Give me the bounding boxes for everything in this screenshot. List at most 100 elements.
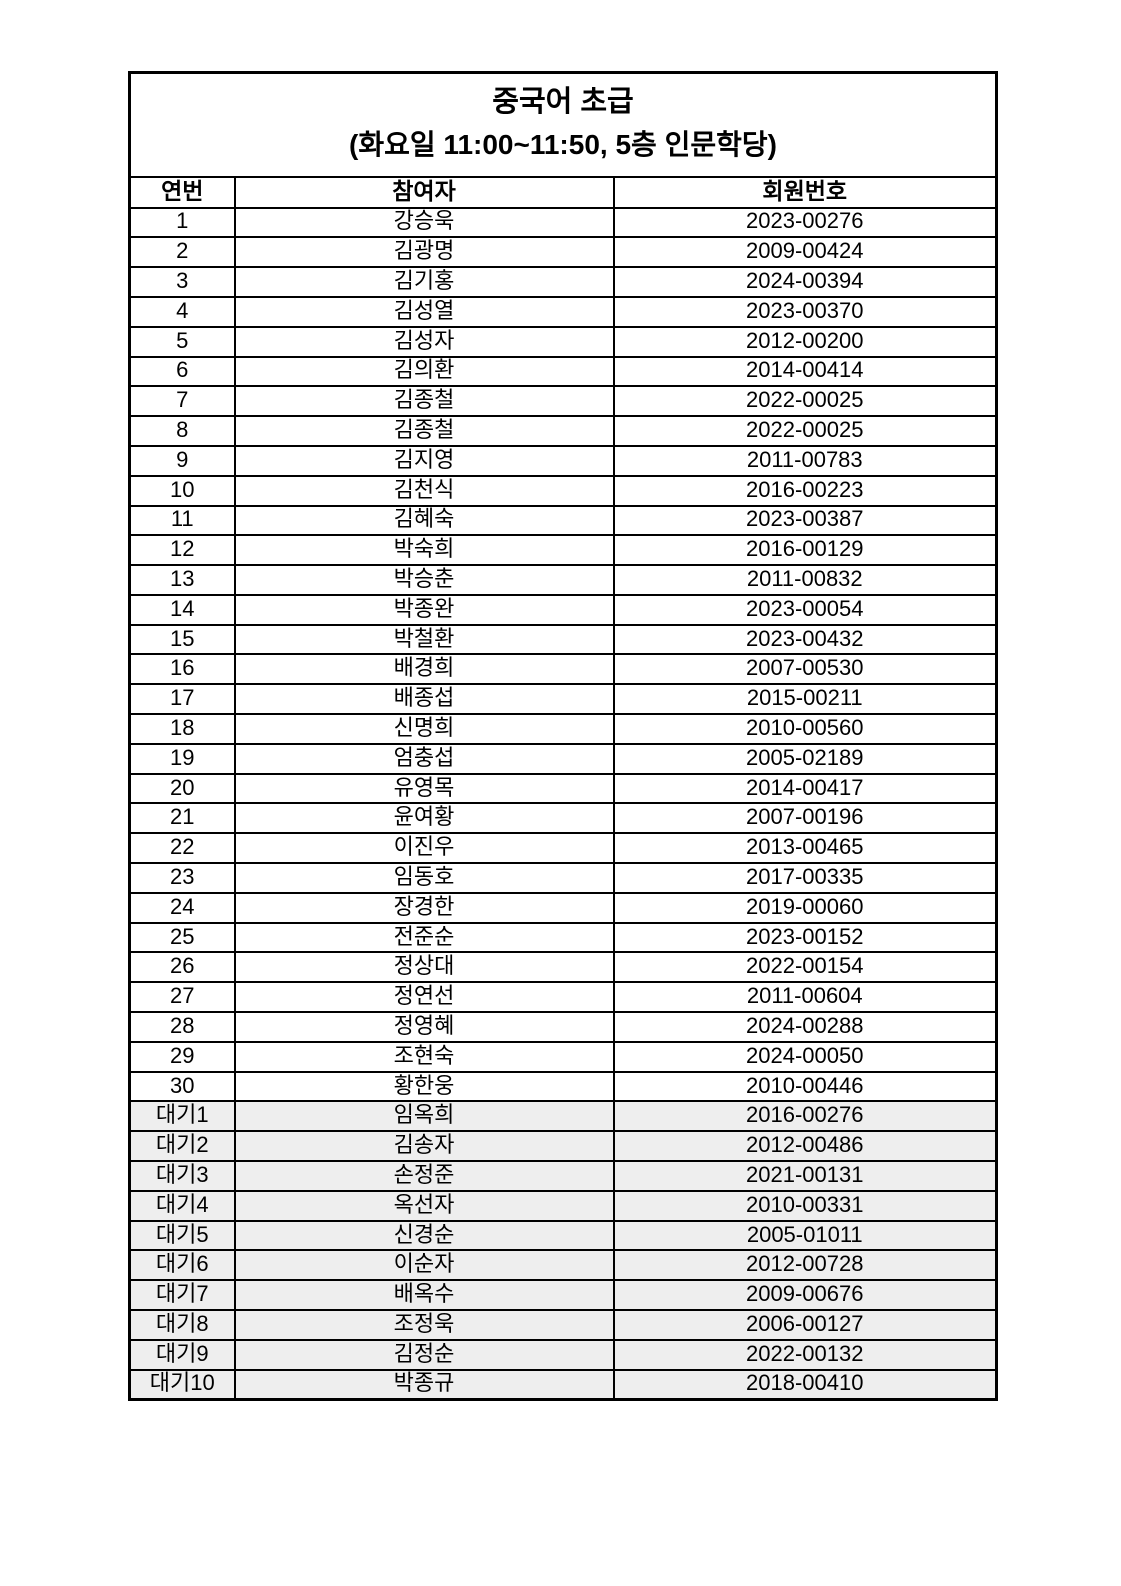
participant-name-cell: 황한웅 (233, 1070, 615, 1103)
member-number-cell: 2023-00054 (612, 593, 998, 626)
participant-name-cell: 조정욱 (233, 1309, 615, 1341)
waitlist-row: 대기8 조정욱 2006-00127 (128, 1309, 998, 1341)
member-number-cell: 2023-00387 (612, 504, 998, 537)
participant-name-cell: 옥선자 (233, 1189, 615, 1222)
participant-name-cell: 이순자 (233, 1249, 615, 1282)
roster-row: 3 김기홍 2024-00394 (128, 266, 998, 298)
participant-name-cell: 정연선 (233, 981, 615, 1014)
roster-row: 10 김천식 2016-00223 (128, 474, 998, 507)
title-cell: 중국어 초급 (화요일 11:00~11:50, 5층 인문학당) (128, 71, 998, 178)
member-number-cell: 2013-00465 (612, 832, 998, 865)
waitlist-row: 대기6 이순자 2012-00728 (128, 1249, 998, 1282)
roster-row: 19 엄충섭 2005-02189 (128, 742, 998, 775)
participant-name-cell: 전준순 (233, 921, 615, 954)
row-number-cell: 대기2 (128, 1130, 236, 1163)
roster-row: 22 이진우 2013-00465 (128, 832, 998, 865)
row-number-cell: 29 (128, 1040, 236, 1073)
member-number-cell: 2024-00288 (612, 1011, 998, 1043)
row-number-cell: 15 (128, 623, 236, 656)
participant-name-cell: 정영혜 (233, 1011, 615, 1043)
participant-name-cell: 김광명 (233, 236, 615, 269)
row-number-cell: 대기1 (128, 1100, 236, 1133)
participant-name-cell: 박종완 (233, 593, 615, 626)
member-number-cell: 2023-00152 (612, 921, 998, 954)
member-number-cell: 2005-02189 (612, 742, 998, 775)
roster-row: 1 강승욱 2023-00276 (128, 206, 998, 239)
waitlist-row: 대기9 김정순 2022-00132 (128, 1338, 998, 1371)
roster-row: 15 박철환 2023-00432 (128, 623, 998, 656)
row-number-cell: 5 (128, 325, 236, 358)
roster-row: 9 김지영 2011-00783 (128, 444, 998, 477)
column-header-participant: 참여자 (233, 175, 615, 209)
roster-row: 2 김광명 2009-00424 (128, 236, 998, 269)
waitlist-row: 대기10 박종규 2018-00410 (128, 1368, 998, 1401)
participant-name-cell: 조현숙 (233, 1040, 615, 1073)
participant-name-cell: 김송자 (233, 1130, 615, 1163)
member-number-cell: 2015-00211 (612, 683, 998, 716)
row-number-cell: 6 (128, 355, 236, 388)
participant-name-cell: 김성자 (233, 325, 615, 358)
roster-body: 1 강승욱 2023-00276 2 김광명 2009-00424 3 김기홍 2024-003… (128, 206, 998, 1401)
row-number-cell: 8 (128, 415, 236, 447)
roster-row: 14 박종완 2023-00054 (128, 593, 998, 626)
member-number-cell: 2014-00417 (612, 772, 998, 805)
row-number-cell: 13 (128, 564, 236, 596)
participant-name-cell: 유영목 (233, 772, 615, 805)
row-number-cell: 대기9 (128, 1338, 236, 1371)
waitlist-row: 대기4 옥선자 2010-00331 (128, 1189, 998, 1222)
roster-row: 13 박승춘 2011-00832 (128, 564, 998, 596)
roster-row: 5 김성자 2012-00200 (128, 325, 998, 358)
column-header-member-number: 회원번호 (612, 175, 998, 209)
page-title: 중국어 초급 (492, 86, 634, 118)
row-number-cell: 대기4 (128, 1189, 236, 1222)
row-number-cell: 대기5 (128, 1219, 236, 1252)
member-number-cell: 2024-00050 (612, 1040, 998, 1073)
row-number-cell: 10 (128, 474, 236, 507)
row-number-cell: 1 (128, 206, 236, 239)
member-number-cell: 2014-00414 (612, 355, 998, 388)
participant-name-cell: 배종섭 (233, 683, 615, 716)
row-number-cell: 대기8 (128, 1309, 236, 1341)
row-number-cell: 14 (128, 593, 236, 626)
roster-row: 21 윤여황 2007-00196 (128, 802, 998, 835)
row-number-cell: 26 (128, 951, 236, 984)
roster-row: 28 정영혜 2024-00288 (128, 1011, 998, 1043)
row-number-cell: 대기10 (128, 1368, 236, 1401)
member-number-cell: 2017-00335 (612, 862, 998, 894)
participant-name-cell: 이진우 (233, 832, 615, 865)
member-number-cell: 2019-00060 (612, 891, 998, 924)
participant-name-cell: 박승춘 (233, 564, 615, 596)
member-number-cell: 2007-00196 (612, 802, 998, 835)
participant-name-cell: 강승욱 (233, 206, 615, 239)
table-header-row: 연번 참여자 회원번호 (128, 175, 998, 209)
column-header-no: 연번 (128, 175, 236, 209)
member-number-cell: 2010-00446 (612, 1070, 998, 1103)
row-number-cell: 22 (128, 832, 236, 865)
roster-row: 7 김종철 2022-00025 (128, 385, 998, 418)
member-number-cell: 2006-00127 (612, 1309, 998, 1341)
roster-row: 8 김종철 2022-00025 (128, 415, 998, 447)
roster-row: 30 황한웅 2010-00446 (128, 1070, 998, 1103)
participant-name-cell: 김기홍 (233, 266, 615, 298)
member-number-cell: 2016-00129 (612, 534, 998, 567)
member-number-cell: 2011-00604 (612, 981, 998, 1014)
member-number-cell: 2010-00331 (612, 1189, 998, 1222)
member-number-cell: 2023-00370 (612, 295, 998, 328)
waitlist-row: 대기2 김송자 2012-00486 (128, 1130, 998, 1163)
roster-row: 4 김성열 2023-00370 (128, 295, 998, 328)
participant-name-cell: 김정순 (233, 1338, 615, 1371)
member-number-cell: 2005-01011 (612, 1219, 998, 1252)
participant-name-cell: 정상대 (233, 951, 615, 984)
participant-name-cell: 신경순 (233, 1219, 615, 1252)
roster-row: 12 박숙희 2016-00129 (128, 534, 998, 567)
member-number-cell: 2022-00025 (612, 385, 998, 418)
participant-name-cell: 임동호 (233, 862, 615, 894)
roster-row: 26 정상대 2022-00154 (128, 951, 998, 984)
waitlist-row: 대기5 신경순 2005-01011 (128, 1219, 998, 1252)
participant-name-cell: 박종규 (233, 1368, 615, 1401)
participant-name-cell: 김지영 (233, 444, 615, 477)
roster-table: 중국어 초급 (화요일 11:00~11:50, 5층 인문학당) 연번 참여자… (128, 71, 998, 1401)
member-number-cell: 2016-00223 (612, 474, 998, 507)
roster-row: 17 배종섭 2015-00211 (128, 683, 998, 716)
